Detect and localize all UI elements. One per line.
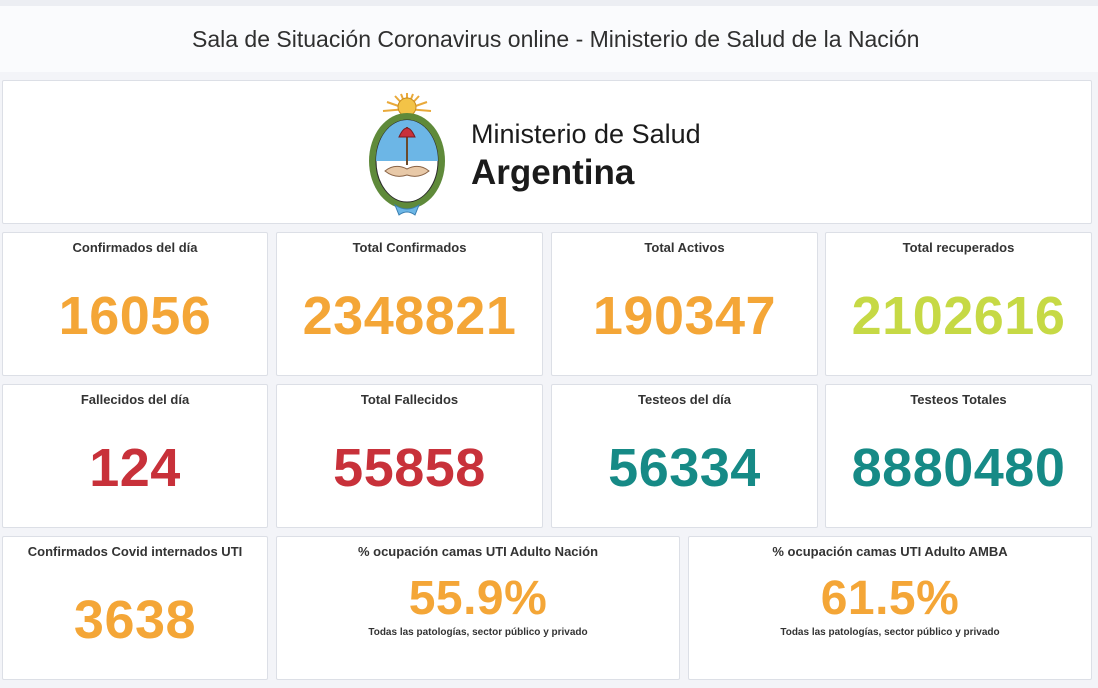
card-total-confirmados: Total Confirmados 2348821 — [276, 232, 543, 376]
escudo-nacional-icon — [369, 93, 445, 216]
card-ocupacion-nacion: % ocupación camas UTI Adulto Nación 55.9… — [276, 536, 680, 680]
card-label: Confirmados del día — [72, 240, 198, 255]
card-label: % ocupación camas UTI Adulto AMBA — [772, 544, 1008, 559]
ministry-logo: Ministerio de Salud Argentina — [365, 91, 705, 216]
card-label: Total Confirmados — [352, 240, 467, 255]
top-strip — [0, 0, 1098, 6]
card-internados-uti: Confirmados Covid internados UTI 3638 — [2, 536, 268, 680]
card-label: Total Fallecidos — [360, 392, 459, 407]
card-total-activos: Total Activos 190347 — [551, 232, 818, 376]
card-fallecidos-dia: Fallecidos del día 124 — [2, 384, 268, 528]
card-note: Todas las patologías, sector público y p… — [780, 627, 1000, 638]
card-label: Total Activos — [644, 240, 725, 255]
card-testeos-dia: Testeos del día 56334 — [551, 384, 818, 528]
card-value: 55.9% — [408, 572, 548, 625]
card-value: 3638 — [73, 590, 197, 650]
card-value: 61.5% — [820, 572, 960, 625]
card-ocupacion-amba: % ocupación camas UTI Adulto AMBA 61.5% … — [688, 536, 1092, 680]
card-confirmados-dia: Confirmados del día 16056 — [2, 232, 268, 376]
card-label: Confirmados Covid internados UTI — [27, 544, 243, 559]
logo-line-1: Ministerio de Salud — [471, 119, 701, 149]
card-value: 2102616 — [851, 286, 1066, 346]
card-testeos-totales: Testeos Totales 8880480 — [825, 384, 1092, 528]
card-total-recuperados: Total recuperados 2102616 — [825, 232, 1092, 376]
page-title: Sala de Situación Coronavirus online - M… — [0, 6, 1098, 72]
card-label: Testeos Totales — [910, 392, 1007, 407]
card-value: 2348821 — [302, 286, 517, 346]
logo-banner: Ministerio de Salud Argentina — [2, 80, 1092, 224]
logo-line-2: Argentina — [471, 153, 635, 192]
card-value: 124 — [89, 438, 181, 498]
card-note: Todas las patologías, sector público y p… — [368, 627, 588, 638]
card-label: Fallecidos del día — [80, 392, 190, 407]
card-value: 8880480 — [851, 438, 1066, 498]
card-label: Testeos del día — [638, 392, 731, 407]
card-label: % ocupación camas UTI Adulto Nación — [357, 544, 599, 559]
card-value: 55858 — [333, 438, 486, 498]
card-value: 56334 — [608, 438, 761, 498]
card-value: 16056 — [58, 286, 212, 346]
card-label: Total recuperados — [902, 240, 1015, 255]
card-value: 190347 — [592, 286, 777, 346]
card-total-fallecidos: Total Fallecidos 55858 — [276, 384, 543, 528]
